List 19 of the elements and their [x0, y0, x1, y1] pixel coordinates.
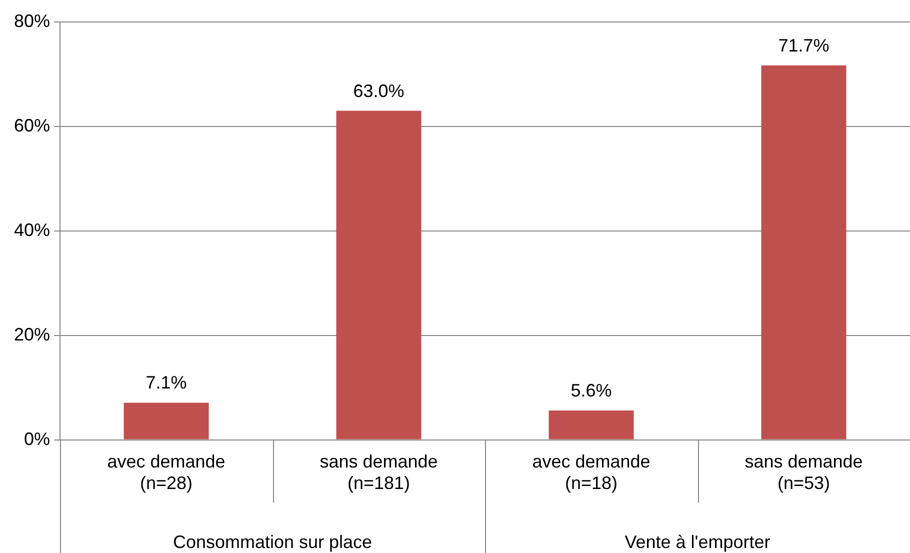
x-tick-label: sans demande (n=181) — [320, 452, 438, 494]
bar — [336, 110, 422, 440]
y-tick-label: 80% — [14, 10, 50, 31]
y-tick-label: 0% — [24, 428, 50, 449]
data-label: 5.6% — [570, 380, 612, 401]
data-label: 7.1% — [146, 372, 187, 393]
text: Consommation sur place — [172, 532, 372, 552]
bar — [761, 65, 846, 440]
data-label: 63.0% — [353, 80, 404, 101]
y-tick-label: 60% — [14, 115, 50, 136]
bar — [124, 402, 209, 440]
bar — [548, 410, 634, 440]
x-tick-label: avec demande (n=18) — [532, 452, 650, 494]
y-tick-label: 20% — [14, 324, 50, 344]
x-tick-label: avec demande (n=28) — [107, 452, 226, 494]
x-tick-label: sans demande (n=53) — [744, 452, 863, 494]
data-label: 71.7% — [778, 35, 830, 56]
text: Vente à l'emporter — [624, 532, 770, 552]
y-tick-label: 40% — [14, 220, 50, 240]
